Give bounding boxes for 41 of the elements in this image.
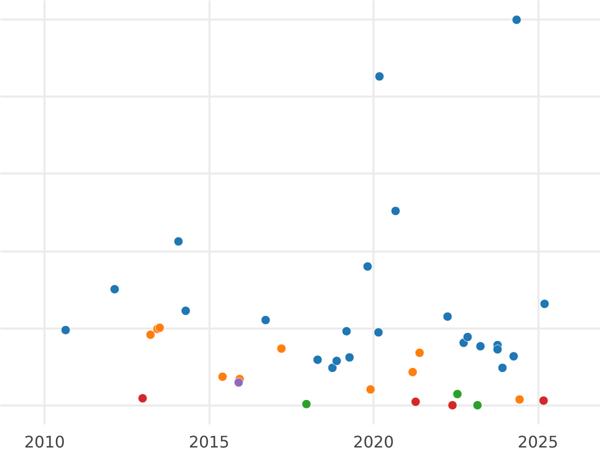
point (276, 344, 286, 354)
point (498, 363, 508, 373)
point (540, 299, 550, 309)
point (442, 312, 452, 322)
point (462, 332, 472, 342)
point (492, 344, 502, 354)
point (366, 384, 376, 394)
point (180, 306, 190, 316)
point (146, 330, 156, 340)
point (374, 72, 384, 82)
point (410, 397, 420, 406)
x-tick-label: 2015 (188, 432, 230, 450)
point (234, 378, 244, 388)
point (302, 399, 312, 409)
point (390, 206, 400, 216)
point (508, 352, 518, 362)
point (408, 367, 418, 377)
point (538, 396, 548, 406)
point (260, 315, 270, 325)
point (328, 363, 338, 373)
point (332, 356, 342, 366)
x-tick-label: 2025 (518, 432, 558, 450)
point (312, 355, 322, 364)
point (110, 284, 120, 294)
point (452, 389, 462, 399)
point (414, 348, 424, 358)
point (374, 328, 384, 338)
point (218, 372, 228, 382)
point (514, 394, 524, 404)
point (174, 236, 184, 246)
point (60, 325, 70, 335)
x-tick-label: 2010 (24, 432, 65, 450)
point (512, 15, 522, 25)
point (344, 352, 354, 362)
x-tick-label: 2020 (353, 432, 394, 450)
point (362, 262, 372, 272)
point (476, 342, 486, 351)
point (342, 326, 352, 336)
point (472, 400, 482, 410)
point (448, 400, 458, 410)
point (138, 394, 148, 404)
